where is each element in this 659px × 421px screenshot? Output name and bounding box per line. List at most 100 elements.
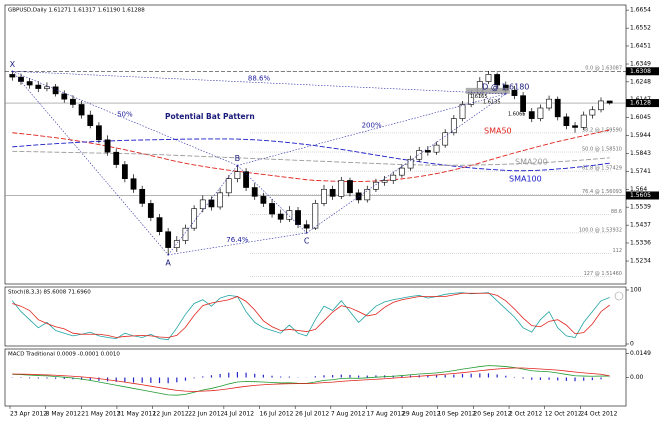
- candle-body: [191, 208, 198, 229]
- panel-icon: [614, 291, 624, 301]
- candle-body: [286, 210, 293, 220]
- candle-body: [398, 167, 405, 176]
- x-tick-label: 22 Jun 2012: [188, 411, 224, 418]
- candle-body: [450, 118, 457, 134]
- x-tick-label: 4 Jul 2012: [224, 411, 254, 418]
- y-tick-label: 1.5539: [630, 204, 651, 211]
- fib-label: 100.0 @ 1.53932: [579, 227, 622, 233]
- candle-body: [589, 109, 596, 116]
- candle-body: [485, 74, 492, 82]
- pattern-leg: [168, 232, 307, 256]
- x-tick-label: 24 Oct 2012: [580, 411, 617, 418]
- candle-body: [338, 180, 345, 197]
- candle-body: [52, 86, 59, 95]
- macd-line: [12, 367, 610, 392]
- price-annotation: 1.6135: [483, 99, 501, 105]
- x-tick-label: 17 Aug 2012: [366, 411, 405, 418]
- pattern-label: X: [10, 60, 16, 69]
- fib-label: 0.0 @ 1.63087: [585, 66, 622, 72]
- candle-body: [373, 181, 379, 190]
- sma-line: [12, 138, 610, 172]
- candle-body: [312, 203, 319, 229]
- candle-body: [442, 132, 449, 146]
- candle-body: [572, 125, 578, 128]
- sma-label: SMA200: [515, 158, 548, 167]
- pattern-leg: [167, 165, 238, 256]
- candle-body: [390, 174, 397, 181]
- pattern-ratio: 76.4%: [226, 236, 249, 244]
- candle-body: [78, 104, 85, 116]
- y-tick-label: 0: [630, 341, 634, 348]
- pattern-leg: [237, 93, 506, 166]
- candle-body: [537, 107, 544, 119]
- candle-body: [494, 74, 501, 86]
- macd-line: [12, 365, 610, 396]
- candle-body: [165, 231, 172, 248]
- x-tick-label: 20 Sep 2012: [473, 411, 511, 418]
- main-panel: [4, 4, 627, 285]
- candle-body: [347, 180, 353, 194]
- y-tick-label: 1.5234: [630, 258, 651, 265]
- y-tick-label: 1.6349: [630, 61, 651, 68]
- y-tick-label: 1.6248: [630, 78, 651, 85]
- price-label: 1.5605: [630, 192, 651, 199]
- stoch-panel: [4, 286, 627, 347]
- pattern-label: D @ 1.6180: [482, 82, 529, 91]
- candle-body: [199, 199, 206, 210]
- candle-body: [598, 100, 604, 111]
- candle-body: [424, 150, 431, 153]
- pattern-point: [305, 232, 308, 234]
- pattern-leg: [12, 70, 506, 95]
- y-tick-label: 1.5843: [630, 150, 651, 157]
- candle-body: [35, 84, 42, 89]
- price-label: 1.6308: [630, 68, 651, 75]
- candle-body: [9, 74, 16, 78]
- candle-body: [580, 114, 587, 128]
- y-tick-label: 1.6451: [630, 42, 651, 49]
- pattern-title: Potential Bat Pattern: [165, 112, 255, 121]
- candle-body: [364, 188, 371, 201]
- candle-body: [61, 93, 68, 100]
- price-annotation: 1.6165: [470, 94, 488, 100]
- x-tick-label: 10 Sep 2012: [438, 411, 476, 418]
- candle-body: [147, 203, 154, 218]
- candle-body: [269, 203, 275, 215]
- y-tick-label: 1.6654: [630, 7, 651, 14]
- candle-body: [554, 98, 561, 118]
- x-tick-label: 12 Oct 2012: [545, 411, 582, 418]
- macd-title: MACD Traditional 0.0009 -0.0001 0.0010: [8, 352, 120, 358]
- y-tick-label: 1.564: [630, 186, 647, 193]
- candle-body: [381, 180, 388, 183]
- candle-body: [520, 95, 526, 112]
- pattern-ratio: 200%: [362, 122, 382, 130]
- sma-label: SMA100: [509, 175, 542, 184]
- x-tick-label: 7 Aug 2012: [331, 411, 366, 418]
- y-tick-label: 1.5944: [630, 132, 651, 139]
- candle-body: [96, 125, 102, 141]
- candle-body: [407, 158, 414, 169]
- candle-body: [182, 227, 189, 241]
- candle-body: [26, 81, 33, 86]
- x-tick-label: 23 Apr 2012: [10, 411, 47, 418]
- candle-body: [416, 150, 423, 160]
- candle-body: [321, 188, 327, 204]
- candle-body: [173, 240, 180, 248]
- candle-body: [606, 100, 613, 104]
- candle-body: [18, 76, 24, 82]
- candle-body: [234, 171, 241, 179]
- fib-label: 50.0 @ 1.58510: [582, 147, 622, 153]
- candle-body: [528, 111, 535, 119]
- y-tick-label: 1.5741: [630, 168, 651, 175]
- stoch-title: Stoch(8,3,3) 85.6008 71.6960: [8, 290, 91, 296]
- y-tick-label: 1.6045: [630, 114, 651, 121]
- pattern-ratio: 50%: [117, 110, 133, 118]
- chart-title: GBPUSD,Daily 1.61271 1.61317 1.61190 1.6…: [8, 8, 145, 14]
- x-tick-label: 26 Jul 2012: [295, 411, 329, 418]
- pattern-ratio: 88.6%: [248, 75, 271, 83]
- pattern-point: [236, 164, 239, 167]
- pattern-leg: [237, 165, 307, 234]
- price-label-box: [626, 67, 659, 76]
- y-tick-label: 100: [630, 287, 642, 294]
- x-tick-label: 12 Jun 2012: [153, 411, 189, 418]
